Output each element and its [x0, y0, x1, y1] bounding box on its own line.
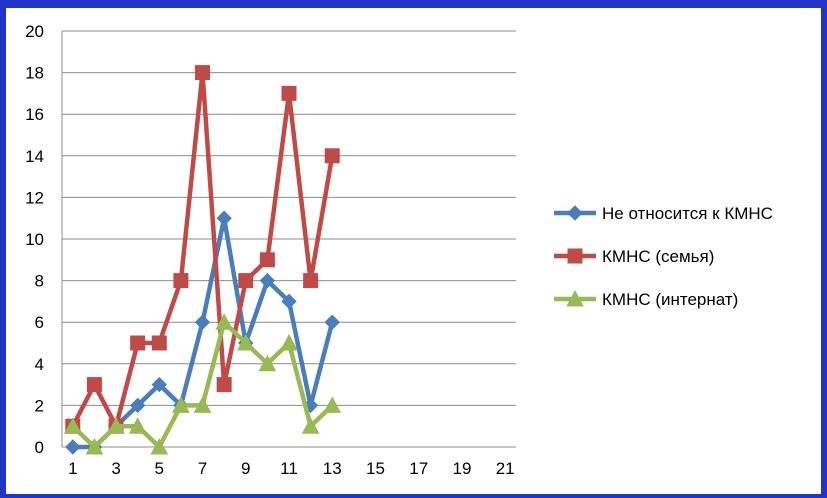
y-tick-label: 20: [25, 22, 44, 41]
y-tick-label: 8: [35, 272, 44, 291]
data-point: [303, 273, 319, 289]
data-point: [63, 417, 82, 434]
x-tick-label: 5: [155, 459, 164, 478]
data-point: [130, 335, 146, 351]
legend-label: Не относится к КМНС: [602, 204, 773, 223]
data-point: [107, 417, 125, 434]
data-point: [301, 417, 320, 434]
x-tick-label: 7: [198, 459, 207, 478]
y-tick-label: 14: [25, 147, 44, 166]
series-line: [70, 70, 335, 429]
data-point: [194, 314, 211, 330]
y-tick-label: 6: [35, 313, 44, 332]
legend: Не относится к КМНС КМНС (семья) КМНС (инт…: [554, 204, 773, 309]
data-point: [324, 148, 340, 164]
data-point: [216, 377, 232, 393]
data-point: [259, 252, 275, 268]
data-point: [195, 65, 211, 81]
series-1: [65, 210, 340, 455]
x-tick-label: 3: [111, 459, 120, 478]
x-tick-label: 21: [496, 459, 515, 478]
chart-frame: 0 2 4 6 8 10 12 14 16 18 20 1 3 5 7 9 11 13 15 17 19 21 Не о…: [6, 8, 821, 494]
data-point: [151, 335, 167, 351]
data-point: [85, 437, 104, 455]
data-point: [65, 439, 81, 455]
x-tick-label: 17: [409, 459, 428, 478]
data-point: [259, 272, 276, 289]
x-tick-label: 1: [68, 459, 77, 478]
data-point: [236, 333, 255, 351]
legend-marker: [567, 205, 583, 221]
legend-item-3: КМНС (интернат): [554, 289, 738, 309]
legend-label: КМНС (интернат): [602, 290, 738, 309]
data-point: [281, 293, 297, 310]
data-point: [323, 396, 342, 413]
data-point: [129, 397, 146, 414]
data-point: [128, 417, 147, 434]
legend-item-1: Не относится к КМНС: [554, 204, 773, 223]
data-point: [258, 354, 277, 372]
y-tick-label: 18: [25, 64, 44, 83]
x-tick-label: 11: [280, 459, 298, 478]
data-point: [215, 313, 233, 330]
x-tick-labels: 1 3 5 7 9 11 13 15 17 19 21: [68, 459, 515, 478]
x-tick-label: 15: [366, 459, 385, 478]
data-point: [280, 333, 298, 351]
series-3: [63, 313, 342, 455]
x-tick-label: 19: [452, 459, 471, 478]
y-tick-label: 12: [25, 188, 44, 207]
y-tick-label: 0: [35, 438, 44, 457]
data-point: [281, 85, 297, 101]
data-point: [86, 377, 102, 393]
legend-marker: [566, 289, 584, 307]
series-group: [63, 65, 342, 455]
data-point: [193, 396, 212, 413]
legend-marker: [567, 248, 583, 264]
y-tick-labels: 0 2 4 6 8 10 12 14 16 18 20: [25, 22, 44, 457]
data-point: [151, 376, 167, 393]
data-point: [216, 210, 232, 226]
legend-label: КМНС (семья): [602, 247, 714, 266]
legend-item-2: КМНС (семья): [554, 247, 714, 266]
data-point: [324, 314, 340, 330]
y-tick-label: 10: [25, 230, 44, 249]
data-point: [150, 437, 169, 455]
data-point: [238, 273, 254, 289]
y-tick-label: 4: [35, 355, 44, 374]
y-tick-label: 2: [35, 396, 44, 415]
data-point: [172, 396, 190, 413]
data-point: [173, 273, 189, 289]
x-tick-label: 13: [323, 459, 342, 478]
y-tick-label: 16: [25, 105, 44, 124]
x-tick-label: 9: [241, 459, 250, 478]
axes: [61, 31, 516, 448]
gridlines: [62, 30, 516, 406]
